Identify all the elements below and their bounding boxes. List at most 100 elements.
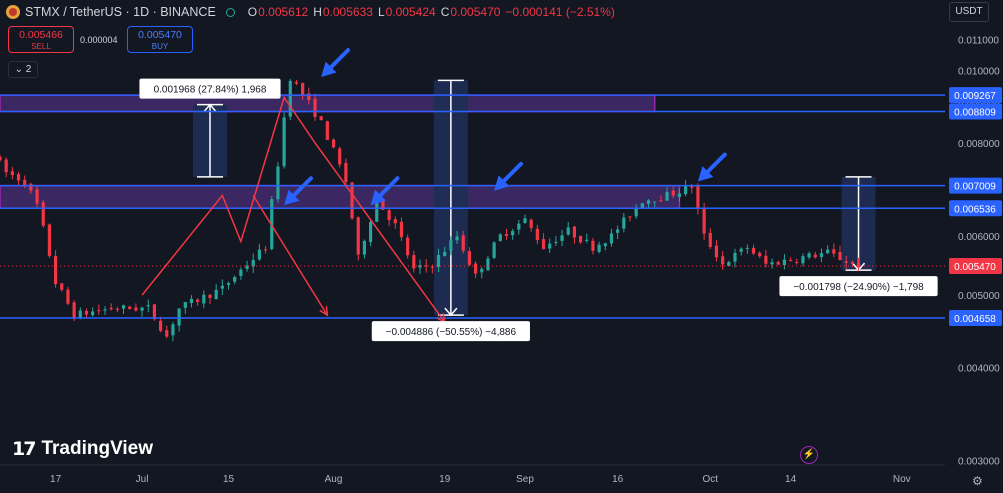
buy-label: BUY <box>151 42 169 51</box>
candle-body <box>29 183 33 191</box>
candle-body <box>770 262 774 265</box>
candle-body <box>554 241 558 243</box>
price-range-arrowhead <box>203 103 217 113</box>
candle-body <box>10 171 14 176</box>
candle-body <box>677 193 682 197</box>
candle-body <box>523 218 527 224</box>
price-level-badge <box>949 87 1002 104</box>
high-value: 0.005633 <box>322 5 373 19</box>
candle-body <box>751 247 756 254</box>
candle-body <box>91 311 95 316</box>
candle-body <box>492 242 496 258</box>
candle-body <box>344 162 348 183</box>
candle-body <box>511 231 515 236</box>
candle-body <box>350 182 354 219</box>
symbol-title[interactable]: STMX / TetherUS · 1D · BINANCE <box>25 5 216 19</box>
candle-body <box>628 216 632 218</box>
candle-body <box>424 265 428 267</box>
candle-body <box>449 240 453 251</box>
blue-arrowhead <box>697 166 714 182</box>
candle-body <box>714 245 719 258</box>
market-status-icon[interactable] <box>225 7 235 17</box>
buy-button[interactable]: 0.005470 BUY <box>127 26 193 53</box>
blue-arrow <box>326 48 351 72</box>
candle-body <box>801 256 805 264</box>
candle-body <box>721 256 725 265</box>
price-range-label-box <box>371 321 530 342</box>
candle-body <box>60 283 64 290</box>
blue-arrow <box>703 152 727 177</box>
candle-body <box>41 202 45 226</box>
indicators-toggle[interactable]: ⌄ 2 <box>8 61 38 78</box>
x-tick-label: 17 <box>50 474 62 485</box>
y-tick-label: 0.004000 <box>958 363 1000 374</box>
blue-arrow <box>375 176 400 201</box>
candle-body <box>622 217 626 229</box>
candle-body <box>616 229 620 233</box>
blue-arrowhead <box>284 189 300 206</box>
price-level-badge <box>949 200 1002 217</box>
candle-body <box>412 255 416 269</box>
price-level-label: 0.009267 <box>954 91 996 102</box>
candle-body <box>529 219 533 228</box>
candle-body <box>566 227 570 235</box>
currency-button[interactable]: USDT <box>949 2 989 22</box>
candle-body <box>535 228 539 241</box>
candle-body <box>331 139 336 148</box>
settings-icon[interactable]: ⚙ <box>972 474 983 488</box>
price-level-label: 0.008809 <box>954 108 996 119</box>
sell-label: SELL <box>31 42 51 51</box>
y-tick-label: 0.005000 <box>958 291 1000 302</box>
candle-body <box>443 251 447 256</box>
candle-body <box>844 261 848 263</box>
candle-body <box>455 236 459 241</box>
candle-body <box>696 186 700 209</box>
price-range-label: −0.004886 (−50.55%) −4,886 <box>386 327 517 338</box>
candle-body <box>671 190 675 196</box>
blue-arrowhead <box>494 175 510 191</box>
y-tick-label: 0.011000 <box>958 36 999 47</box>
candle-body <box>362 240 367 255</box>
candle-body <box>152 304 157 320</box>
candle-body <box>171 324 175 336</box>
candle-body <box>251 259 255 267</box>
buy-price: 0.005470 <box>138 29 182 41</box>
candle-body <box>16 174 21 181</box>
blue-arrow <box>289 176 313 201</box>
price-axis-background <box>945 0 1003 493</box>
tradingview-logo[interactable]: 17 TradingView <box>12 438 153 460</box>
price-range-arrowhead <box>444 307 458 317</box>
candle-body <box>560 235 564 241</box>
stmx-logo-icon <box>6 5 20 19</box>
blue-arrowhead <box>370 189 386 206</box>
y-tick-label: 0.010000 <box>958 66 1000 77</box>
candle-body <box>517 223 521 230</box>
candle-body <box>467 251 472 265</box>
candle-body <box>745 247 749 249</box>
lightning-icon[interactable]: ⚡ <box>800 446 818 464</box>
candle-body <box>140 307 144 311</box>
trend-line <box>252 195 328 316</box>
resistance-zone <box>0 184 681 210</box>
open-value: 0.005612 <box>258 5 309 19</box>
candle-body <box>313 98 317 117</box>
candle-body <box>733 252 737 262</box>
candle-body <box>220 285 224 289</box>
candle-body <box>189 298 194 304</box>
high-label: H <box>313 5 322 19</box>
candle-body <box>788 259 793 261</box>
candle-body <box>53 256 58 285</box>
trend-line-arrowhead <box>319 306 329 317</box>
x-tick-label: 15 <box>223 474 235 485</box>
y-tick-label: 0.008000 <box>958 139 1000 150</box>
candle-body <box>702 207 706 234</box>
candle-body <box>72 302 76 319</box>
tradingview-mark-icon: 17 <box>12 438 36 460</box>
sell-button[interactable]: 0.005466 SELL <box>8 26 74 53</box>
price-level-label: 0.005470 <box>954 262 996 273</box>
candle-body <box>115 308 119 310</box>
candle-body <box>356 217 360 255</box>
candle-body <box>436 255 441 267</box>
tradingview-wordmark: TradingView <box>41 438 154 459</box>
